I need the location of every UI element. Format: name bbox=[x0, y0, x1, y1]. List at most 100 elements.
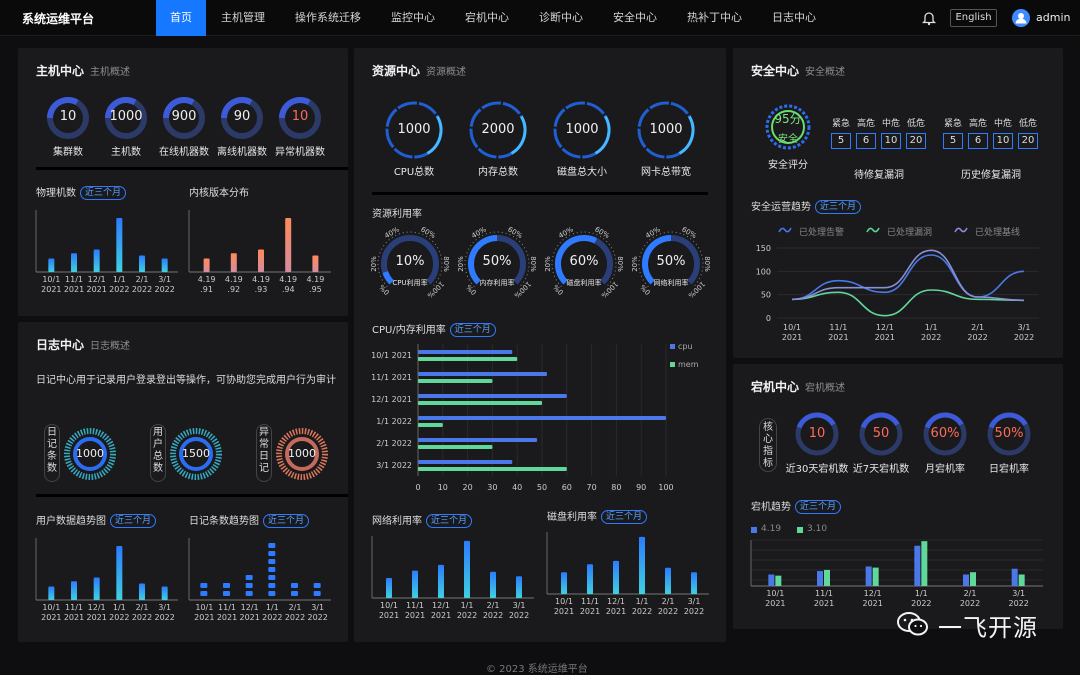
range-pill[interactable]: 近三个月 bbox=[815, 200, 862, 214]
legend-icon bbox=[778, 227, 792, 233]
x-tick: 2022 bbox=[1014, 333, 1034, 342]
gauge-tick: 20% bbox=[631, 256, 639, 272]
tick-label: 2022 bbox=[307, 613, 327, 622]
bar bbox=[161, 586, 168, 600]
core-metrics-label: 核心指标 bbox=[759, 418, 777, 472]
util-gauge: 20%40% 60%80%100%0% bbox=[457, 225, 537, 299]
bar-segment bbox=[200, 591, 208, 596]
nav-hotpatch[interactable]: 热补丁中心 bbox=[687, 11, 742, 24]
ring-fill bbox=[988, 412, 1028, 429]
util-gauge: 20%40% 60%80%100%0% bbox=[544, 225, 624, 299]
y-tick: 0 bbox=[766, 314, 771, 323]
nav-os-migration[interactable]: 操作系统迁移 bbox=[295, 11, 361, 24]
downtime-label: 近30天宕机数 bbox=[785, 464, 849, 475]
bar-mem bbox=[418, 401, 542, 405]
tick-label: .91 bbox=[200, 285, 213, 294]
bar bbox=[490, 571, 496, 598]
nav-downtime[interactable]: 宕机中心 bbox=[465, 11, 509, 24]
gauge-tick: 20% bbox=[457, 256, 465, 272]
level-label: 中危 bbox=[993, 119, 1012, 129]
x-tick: 2021 bbox=[782, 333, 802, 342]
gauge-label: 磁盘利用率 bbox=[566, 279, 602, 287]
tick-label: 3/1 bbox=[513, 601, 526, 610]
stat-value: 1000 bbox=[109, 109, 143, 124]
x-tick: 2022 bbox=[921, 333, 941, 342]
watermark: 一飞开源 bbox=[938, 614, 1038, 642]
tick-label: 11/1 bbox=[406, 601, 424, 610]
x-tick: 12/1 bbox=[864, 589, 882, 598]
level-label: 低危 bbox=[906, 119, 925, 129]
legend-swatch bbox=[670, 362, 675, 367]
username[interactable]: admin bbox=[1036, 11, 1071, 24]
tick-label: 2021 bbox=[431, 611, 451, 620]
level-label: 高危 bbox=[968, 119, 987, 129]
nav-diagnosis[interactable]: 诊断中心 bbox=[539, 11, 583, 24]
bell-icon[interactable] bbox=[921, 10, 937, 26]
tick-label: 2022 bbox=[632, 607, 652, 616]
bar-segment bbox=[268, 567, 276, 572]
nav-monitor[interactable]: 监控中心 bbox=[391, 11, 435, 24]
level-label: 低危 bbox=[1018, 119, 1037, 129]
tick-label: 10/1 bbox=[195, 603, 213, 612]
resource-center-card: 资源中心 资源概述 资源利用率 CPU/内存利用率 近三个月 0 10 20 30 40 50… bbox=[354, 48, 726, 642]
tick-label: 2/1 bbox=[289, 603, 302, 612]
bar bbox=[71, 253, 77, 272]
nav-log[interactable]: 日志中心 bbox=[772, 11, 816, 24]
tick-label: 4.19 bbox=[252, 275, 270, 284]
gauge-scale bbox=[377, 231, 443, 287]
tick-label: 2022 bbox=[154, 613, 174, 622]
bar-cpu bbox=[418, 460, 513, 464]
language-button[interactable]: English bbox=[950, 9, 997, 27]
network-title: 网络利用率 近三个月 bbox=[372, 512, 473, 528]
tick-label: 1/1 bbox=[113, 603, 126, 612]
avatar[interactable] bbox=[1012, 9, 1030, 27]
range-pill[interactable]: 近三个月 bbox=[110, 514, 157, 528]
gauge-fill bbox=[555, 235, 598, 285]
x-tick: 0 bbox=[415, 483, 420, 492]
bar bbox=[312, 255, 319, 272]
host-center-title: 主机中心 主机概述 bbox=[36, 64, 131, 78]
range-pill[interactable]: 近三个月 bbox=[601, 510, 648, 524]
tick-label: 10/1 bbox=[42, 275, 60, 284]
range-pill[interactable]: 近三个月 bbox=[795, 500, 842, 514]
nav-host[interactable]: 主机管理 bbox=[221, 11, 265, 24]
gauge-label: CPU利用率 bbox=[392, 279, 428, 287]
legend-swatch bbox=[670, 344, 675, 349]
log-center-title: 日志中心 日志概述 bbox=[36, 338, 131, 352]
physical-title: 物理机数 近三个月 bbox=[36, 184, 127, 200]
level-label: 高危 bbox=[856, 119, 875, 129]
stat-ring bbox=[163, 97, 205, 139]
x-tick: 2022 bbox=[1008, 599, 1028, 608]
nav-security[interactable]: 安全中心 bbox=[613, 11, 657, 24]
downtime-value: 10 bbox=[808, 426, 826, 441]
x-tick: 3/1 bbox=[1012, 589, 1025, 598]
ring-fill bbox=[796, 412, 836, 429]
bar-segment bbox=[313, 583, 321, 588]
series-line bbox=[791, 289, 1025, 317]
downtime-ring bbox=[859, 412, 903, 456]
x-tick: 3/1 bbox=[1018, 323, 1031, 332]
stat-value: 90 bbox=[233, 109, 251, 124]
x-tick: 90 bbox=[636, 483, 646, 492]
y-tick: 3/1 2022 bbox=[376, 461, 412, 470]
tick-label: 3/1 bbox=[688, 597, 701, 606]
tick-label: 12/1 bbox=[432, 601, 450, 610]
bar-cpu bbox=[418, 416, 666, 420]
range-pill[interactable]: 近三个月 bbox=[449, 323, 496, 337]
range-pill[interactable]: 近三个月 bbox=[80, 186, 127, 200]
nav-home[interactable]: 首页 bbox=[156, 0, 206, 36]
bar bbox=[464, 540, 470, 598]
tick-label: 2021 bbox=[194, 613, 214, 622]
divider bbox=[372, 192, 708, 195]
util-gauge: 20%40% 60%80%100%0% bbox=[370, 225, 450, 299]
pending-label: 待修复漏洞 bbox=[854, 170, 904, 181]
downtime-label: 日宕机率 bbox=[989, 464, 1029, 475]
pending-count: 5 bbox=[831, 133, 851, 149]
ring-fill bbox=[860, 412, 900, 429]
bar-mem bbox=[418, 423, 443, 427]
range-pill[interactable]: 近三个月 bbox=[263, 514, 310, 528]
security-trend-title: 安全运营趋势 近三个月 bbox=[751, 198, 862, 214]
x-tick: 2021 bbox=[814, 599, 834, 608]
range-pill[interactable]: 近三个月 bbox=[426, 514, 473, 528]
footer: © 2023 系统运维平台 bbox=[486, 664, 588, 675]
